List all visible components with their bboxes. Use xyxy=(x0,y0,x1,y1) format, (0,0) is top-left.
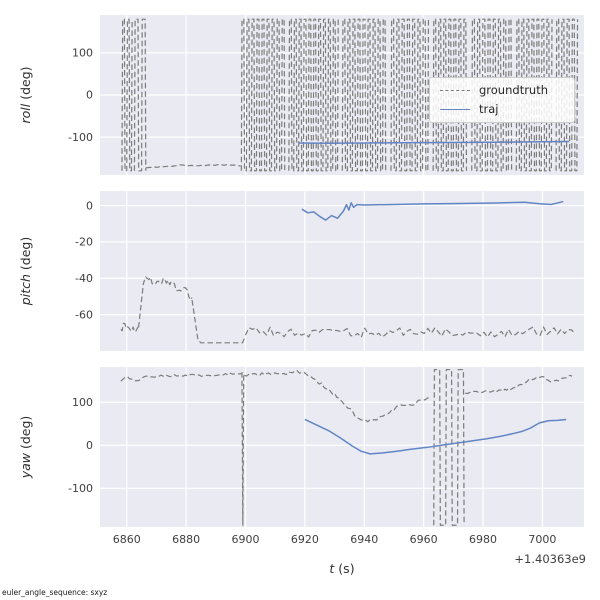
x-axis-label-variable: t xyxy=(329,561,335,576)
legend-label-groundtruth: groundtruth xyxy=(479,83,549,97)
euler-sequence-note: euler_angle_sequence: sxyz xyxy=(2,588,108,597)
x-tick-label: 6920 xyxy=(291,533,319,546)
legend-entry-traj: traj xyxy=(440,101,564,116)
legend-line-traj xyxy=(440,108,470,110)
x-tick-label: 6940 xyxy=(350,533,378,546)
axes-background-yaw xyxy=(100,367,584,527)
groundtruth-line-yaw xyxy=(465,374,573,395)
x-tick-label: 6960 xyxy=(410,533,438,546)
groundtruth-line-pitch xyxy=(120,322,140,333)
y-tick-label-pitch: 0 xyxy=(86,199,93,212)
y-tick-label-yaw: 0 xyxy=(86,439,93,452)
x-tick-label: 6900 xyxy=(231,533,259,546)
traj-line-pitch xyxy=(301,200,564,221)
groundtruth-line-pitch xyxy=(244,326,576,338)
subplot-yaw: -100 0 100 6860 6880 6900 6920 6940 6960 6980 7000… xyxy=(18,367,584,546)
x-axis-offset-text: +1.40363e9 xyxy=(514,552,586,566)
groundtruth-line-roll xyxy=(133,18,147,172)
y-tick-label-yaw: -100 xyxy=(68,482,93,495)
groundtruth-line-pitch xyxy=(191,300,245,344)
x-tick-label: 7000 xyxy=(528,533,556,546)
axes-background-pitch xyxy=(100,191,584,351)
groundtruth-line-roll xyxy=(471,18,513,172)
groundtruth-line-pitch xyxy=(138,276,147,328)
legend-label-traj: traj xyxy=(479,101,499,116)
groundtruth-line-yaw xyxy=(244,370,430,423)
groundtruth-line-roll xyxy=(288,18,339,172)
subplot-pitch: -60 -40 -20 0 pitch (deg) xyxy=(18,191,584,351)
groundtruth-line-roll xyxy=(341,18,387,172)
y-tick-label-roll: -100 xyxy=(68,131,93,144)
x-tick-label: 6860 xyxy=(113,533,141,546)
groundtruth-line-roll xyxy=(121,18,133,172)
groundtruth-line-roll xyxy=(390,18,430,172)
y-tick-label-roll: 0 xyxy=(86,89,93,102)
groundtruth-line-roll xyxy=(145,163,241,169)
y-tick-label-pitch: -40 xyxy=(75,272,93,285)
y-axis-label-roll: roll (deg) xyxy=(18,66,33,123)
x-axis-label: t (s) xyxy=(100,561,584,576)
groundtruth-line-yaw xyxy=(241,372,245,526)
x-tick-label: 6880 xyxy=(172,533,200,546)
legend-line-groundtruth xyxy=(440,90,470,92)
groundtruth-line-yaw xyxy=(433,368,465,526)
y-tick-label-yaw: 100 xyxy=(72,396,93,409)
x-axis-label-unit: (s) xyxy=(334,561,355,576)
y-tick-label-pitch: -60 xyxy=(75,308,93,321)
x-tick-label: 6980 xyxy=(469,533,497,546)
traj-line-yaw xyxy=(304,418,567,455)
y-axis-label-pitch: pitch (deg) xyxy=(18,237,33,306)
legend-entry-groundtruth: groundtruth xyxy=(440,83,564,97)
y-tick-label-pitch: -20 xyxy=(75,236,93,249)
y-axis-label-yaw: yaw (deg) xyxy=(18,416,33,480)
groundtruth-line-roll xyxy=(240,18,286,172)
traj-line-roll xyxy=(298,140,570,144)
groundtruth-line-pitch xyxy=(145,276,193,301)
y-tick-label-roll: 100 xyxy=(72,47,93,60)
legend: groundtruth traj xyxy=(429,77,575,123)
